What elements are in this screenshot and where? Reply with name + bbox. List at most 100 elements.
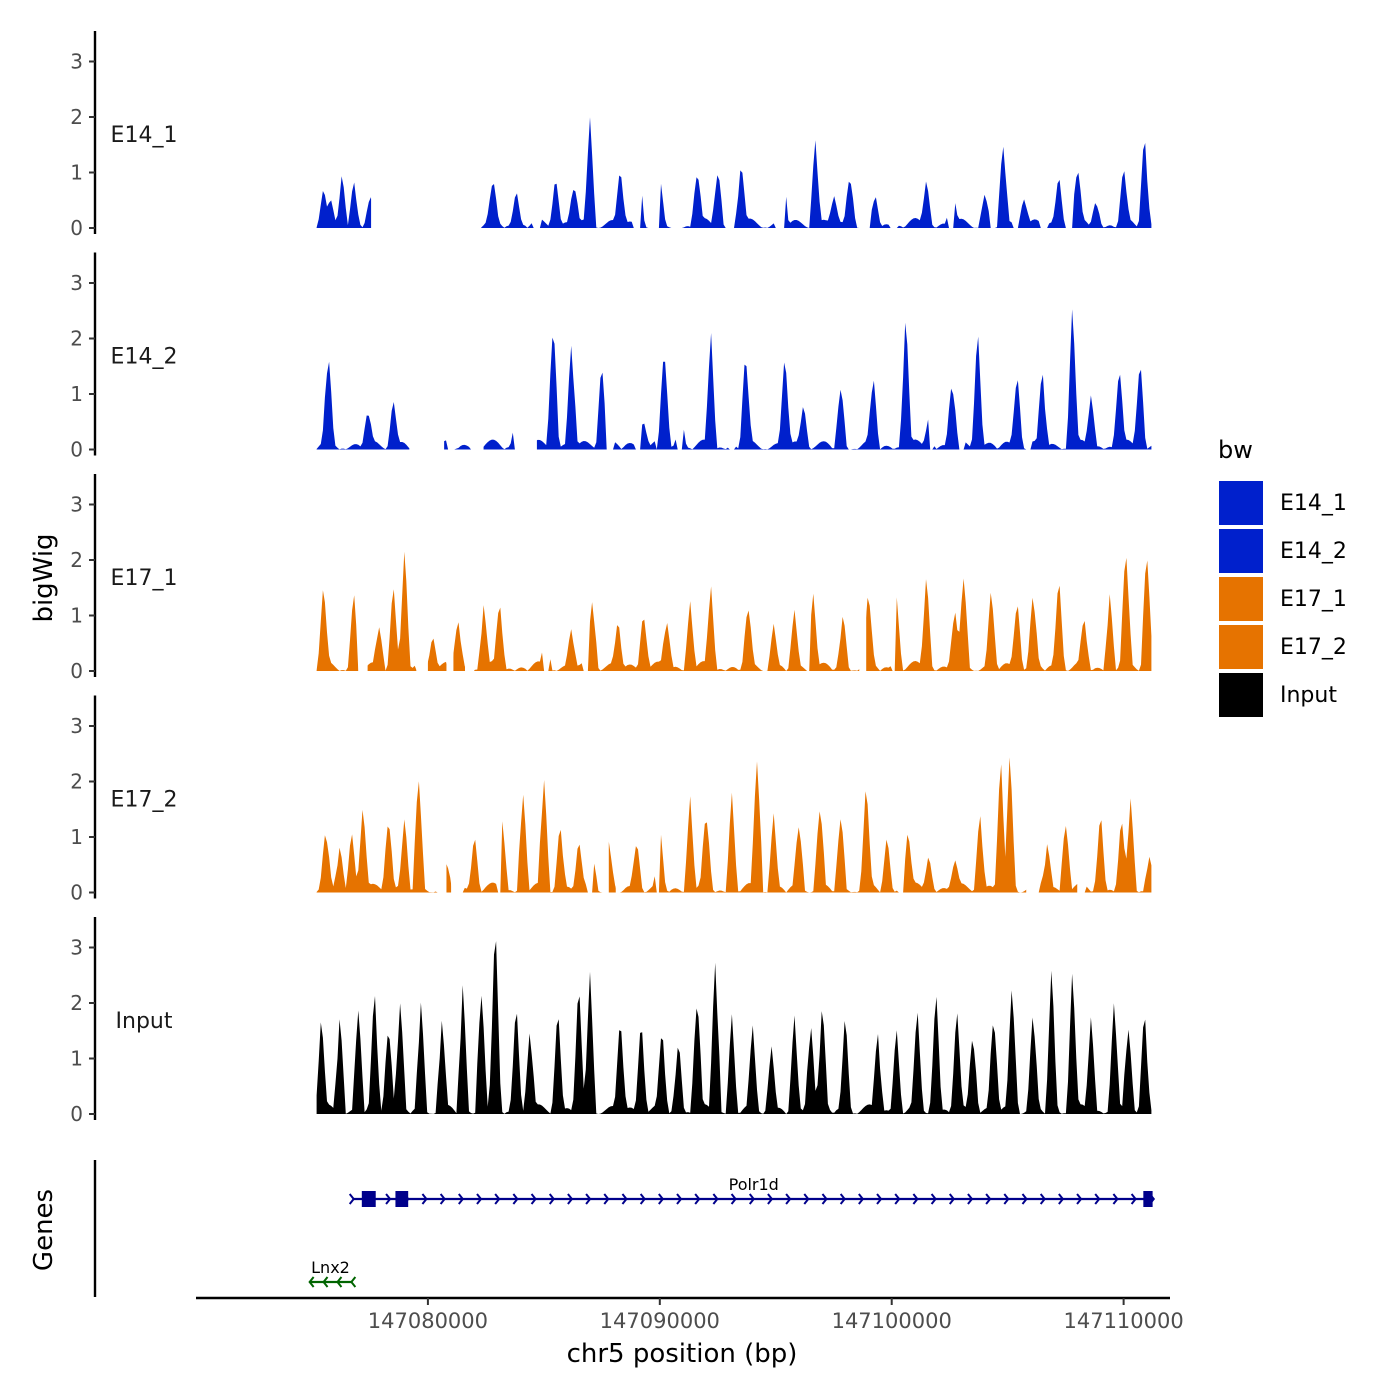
strand-arrow bbox=[785, 1193, 792, 1205]
strand-arrow bbox=[348, 1193, 355, 1205]
y-tick-label: 3 bbox=[70, 50, 83, 74]
y-tick-label: 0 bbox=[70, 659, 83, 683]
strand-arrow bbox=[1094, 1193, 1101, 1205]
strand-arrow bbox=[676, 1193, 683, 1205]
strand-arrow bbox=[621, 1193, 628, 1205]
strand-arrow bbox=[530, 1193, 537, 1205]
strand-arrow bbox=[603, 1193, 610, 1205]
strand-arrow bbox=[1130, 1193, 1137, 1205]
legend: bw E14_1 E14_2 E17_1 E17_2 Input bbox=[1217, 436, 1347, 719]
y-tick-label: 0 bbox=[70, 881, 83, 905]
legend-swatch-E17_2 bbox=[1217, 623, 1265, 671]
strand-arrow bbox=[1003, 1193, 1010, 1205]
strand-arrow bbox=[894, 1193, 901, 1205]
x-tick-label: 147100000 bbox=[832, 1309, 952, 1333]
strand-arrow bbox=[308, 1276, 315, 1288]
strand-arrow bbox=[748, 1193, 756, 1205]
strand-arrow bbox=[1039, 1193, 1046, 1205]
strand-arrow bbox=[985, 1193, 992, 1205]
gene-exon bbox=[395, 1191, 409, 1207]
y-tick-label: 2 bbox=[70, 327, 83, 351]
y-tick-label: 2 bbox=[70, 548, 83, 572]
genes-layer: Polr1d Lnx2 bbox=[93, 1160, 1156, 1297]
strand-arrow bbox=[512, 1193, 519, 1205]
y-tick-label: 0 bbox=[70, 216, 83, 240]
strand-arrow bbox=[821, 1193, 828, 1205]
y-tick-label: 0 bbox=[70, 1102, 83, 1126]
x-tick-label: 147110000 bbox=[1063, 1309, 1183, 1333]
y-tick-label: 1 bbox=[70, 382, 83, 406]
y-tick-label: 2 bbox=[70, 105, 83, 129]
y-axis-label: bigWig bbox=[29, 533, 59, 622]
gene-exon bbox=[1143, 1191, 1153, 1207]
y-tick-label: 1 bbox=[70, 825, 83, 849]
strand-arrow bbox=[336, 1276, 343, 1288]
gene-Lnx2: Lnx2 bbox=[308, 1258, 357, 1288]
strand-arrow bbox=[712, 1193, 719, 1205]
strand-arrow bbox=[494, 1193, 501, 1205]
strand-arrow bbox=[421, 1193, 428, 1205]
signal-area-E17_2 bbox=[316, 757, 1152, 893]
strand-arrow bbox=[658, 1193, 665, 1205]
legend-swatch-E14_2 bbox=[1217, 527, 1265, 575]
strand-arrow bbox=[585, 1193, 592, 1205]
legend-swatch-Input bbox=[1217, 671, 1265, 719]
y-tick-label: 3 bbox=[70, 493, 83, 517]
signal-gap bbox=[471, 255, 484, 451]
signal-area-E14_2 bbox=[316, 309, 1152, 450]
track-label: E17_1 bbox=[111, 566, 178, 591]
y-tick-label: 2 bbox=[70, 770, 83, 794]
strand-arrow bbox=[385, 1193, 392, 1205]
signal-gap bbox=[439, 698, 447, 894]
y-tick-label: 1 bbox=[70, 1047, 83, 1071]
y-tick-label: 3 bbox=[70, 271, 83, 295]
track-E17_1: 0 1 2 3 E17_1 bbox=[70, 474, 1152, 683]
strand-arrow bbox=[876, 1193, 883, 1205]
strand-arrow bbox=[639, 1193, 646, 1205]
y-tick-label: 1 bbox=[70, 604, 83, 628]
legend-label-E17_1: E17_1 bbox=[1280, 587, 1347, 612]
strand-arrow bbox=[439, 1193, 446, 1205]
track-E17_2: 0 1 2 3 E17_2 bbox=[70, 695, 1152, 905]
signal-gap bbox=[465, 476, 475, 672]
signal-gap bbox=[1026, 698, 1038, 894]
strand-arrow bbox=[930, 1193, 937, 1205]
legend-label-E14_2: E14_2 bbox=[1280, 539, 1347, 564]
strand-arrow bbox=[567, 1193, 574, 1205]
legend-label-Input: Input bbox=[1280, 683, 1337, 708]
signal-gap bbox=[859, 476, 867, 672]
strand-arrow bbox=[948, 1193, 956, 1205]
legend-swatch-E14_1 bbox=[1217, 479, 1265, 527]
y-tick-label: 2 bbox=[70, 991, 83, 1015]
gene-exon bbox=[361, 1191, 376, 1207]
strand-arrow bbox=[730, 1193, 737, 1205]
signal-area-Input bbox=[316, 941, 1152, 1114]
track-label: E14_1 bbox=[111, 123, 178, 148]
strand-arrow bbox=[1076, 1193, 1083, 1205]
x-axis-label: chr5 position (bp) bbox=[567, 1339, 798, 1369]
legend-title: bw bbox=[1218, 436, 1253, 464]
y-tick-label: 0 bbox=[70, 438, 83, 462]
track-Input: 0 1 2 3 Input bbox=[70, 917, 1152, 1126]
strand-arrow bbox=[458, 1193, 465, 1205]
y-tick-label: 1 bbox=[70, 161, 83, 185]
track-label: Input bbox=[116, 1009, 173, 1034]
signal-gap bbox=[358, 476, 368, 672]
y-tick-label: 3 bbox=[70, 714, 83, 738]
signal-gap bbox=[371, 33, 482, 229]
track-label: E14_2 bbox=[111, 345, 178, 370]
signal-gap bbox=[451, 698, 463, 894]
strand-arrow bbox=[803, 1193, 810, 1205]
x-tick-label: 147090000 bbox=[600, 1309, 720, 1333]
x-tick-label: 147080000 bbox=[368, 1309, 488, 1333]
strand-arrow bbox=[476, 1193, 483, 1205]
legend-swatch-E17_1 bbox=[1217, 575, 1265, 623]
tracks-layer: 0 1 2 3 E14_1 0 1 2 3 E14_2 0 1 2 3 E17_1 0 1 2 3 E17_2 0 1 2 3… bbox=[70, 31, 1152, 1126]
gene-Polr1d: Polr1d bbox=[348, 1175, 1156, 1207]
strand-arrow bbox=[1058, 1193, 1065, 1205]
track-E14_1: 0 1 2 3 E14_1 bbox=[70, 31, 1152, 240]
gene-label: Lnx2 bbox=[311, 1258, 350, 1277]
strand-arrow bbox=[322, 1276, 329, 1288]
strand-arrow bbox=[767, 1193, 774, 1205]
